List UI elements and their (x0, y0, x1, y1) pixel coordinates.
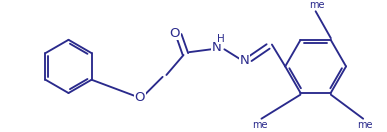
Text: me: me (309, 0, 324, 10)
Text: me: me (357, 120, 373, 130)
Text: me: me (252, 120, 267, 130)
Text: O: O (170, 27, 180, 40)
Text: N: N (240, 54, 249, 67)
Text: N: N (212, 41, 222, 54)
Text: O: O (135, 91, 145, 104)
Text: H: H (217, 34, 224, 44)
